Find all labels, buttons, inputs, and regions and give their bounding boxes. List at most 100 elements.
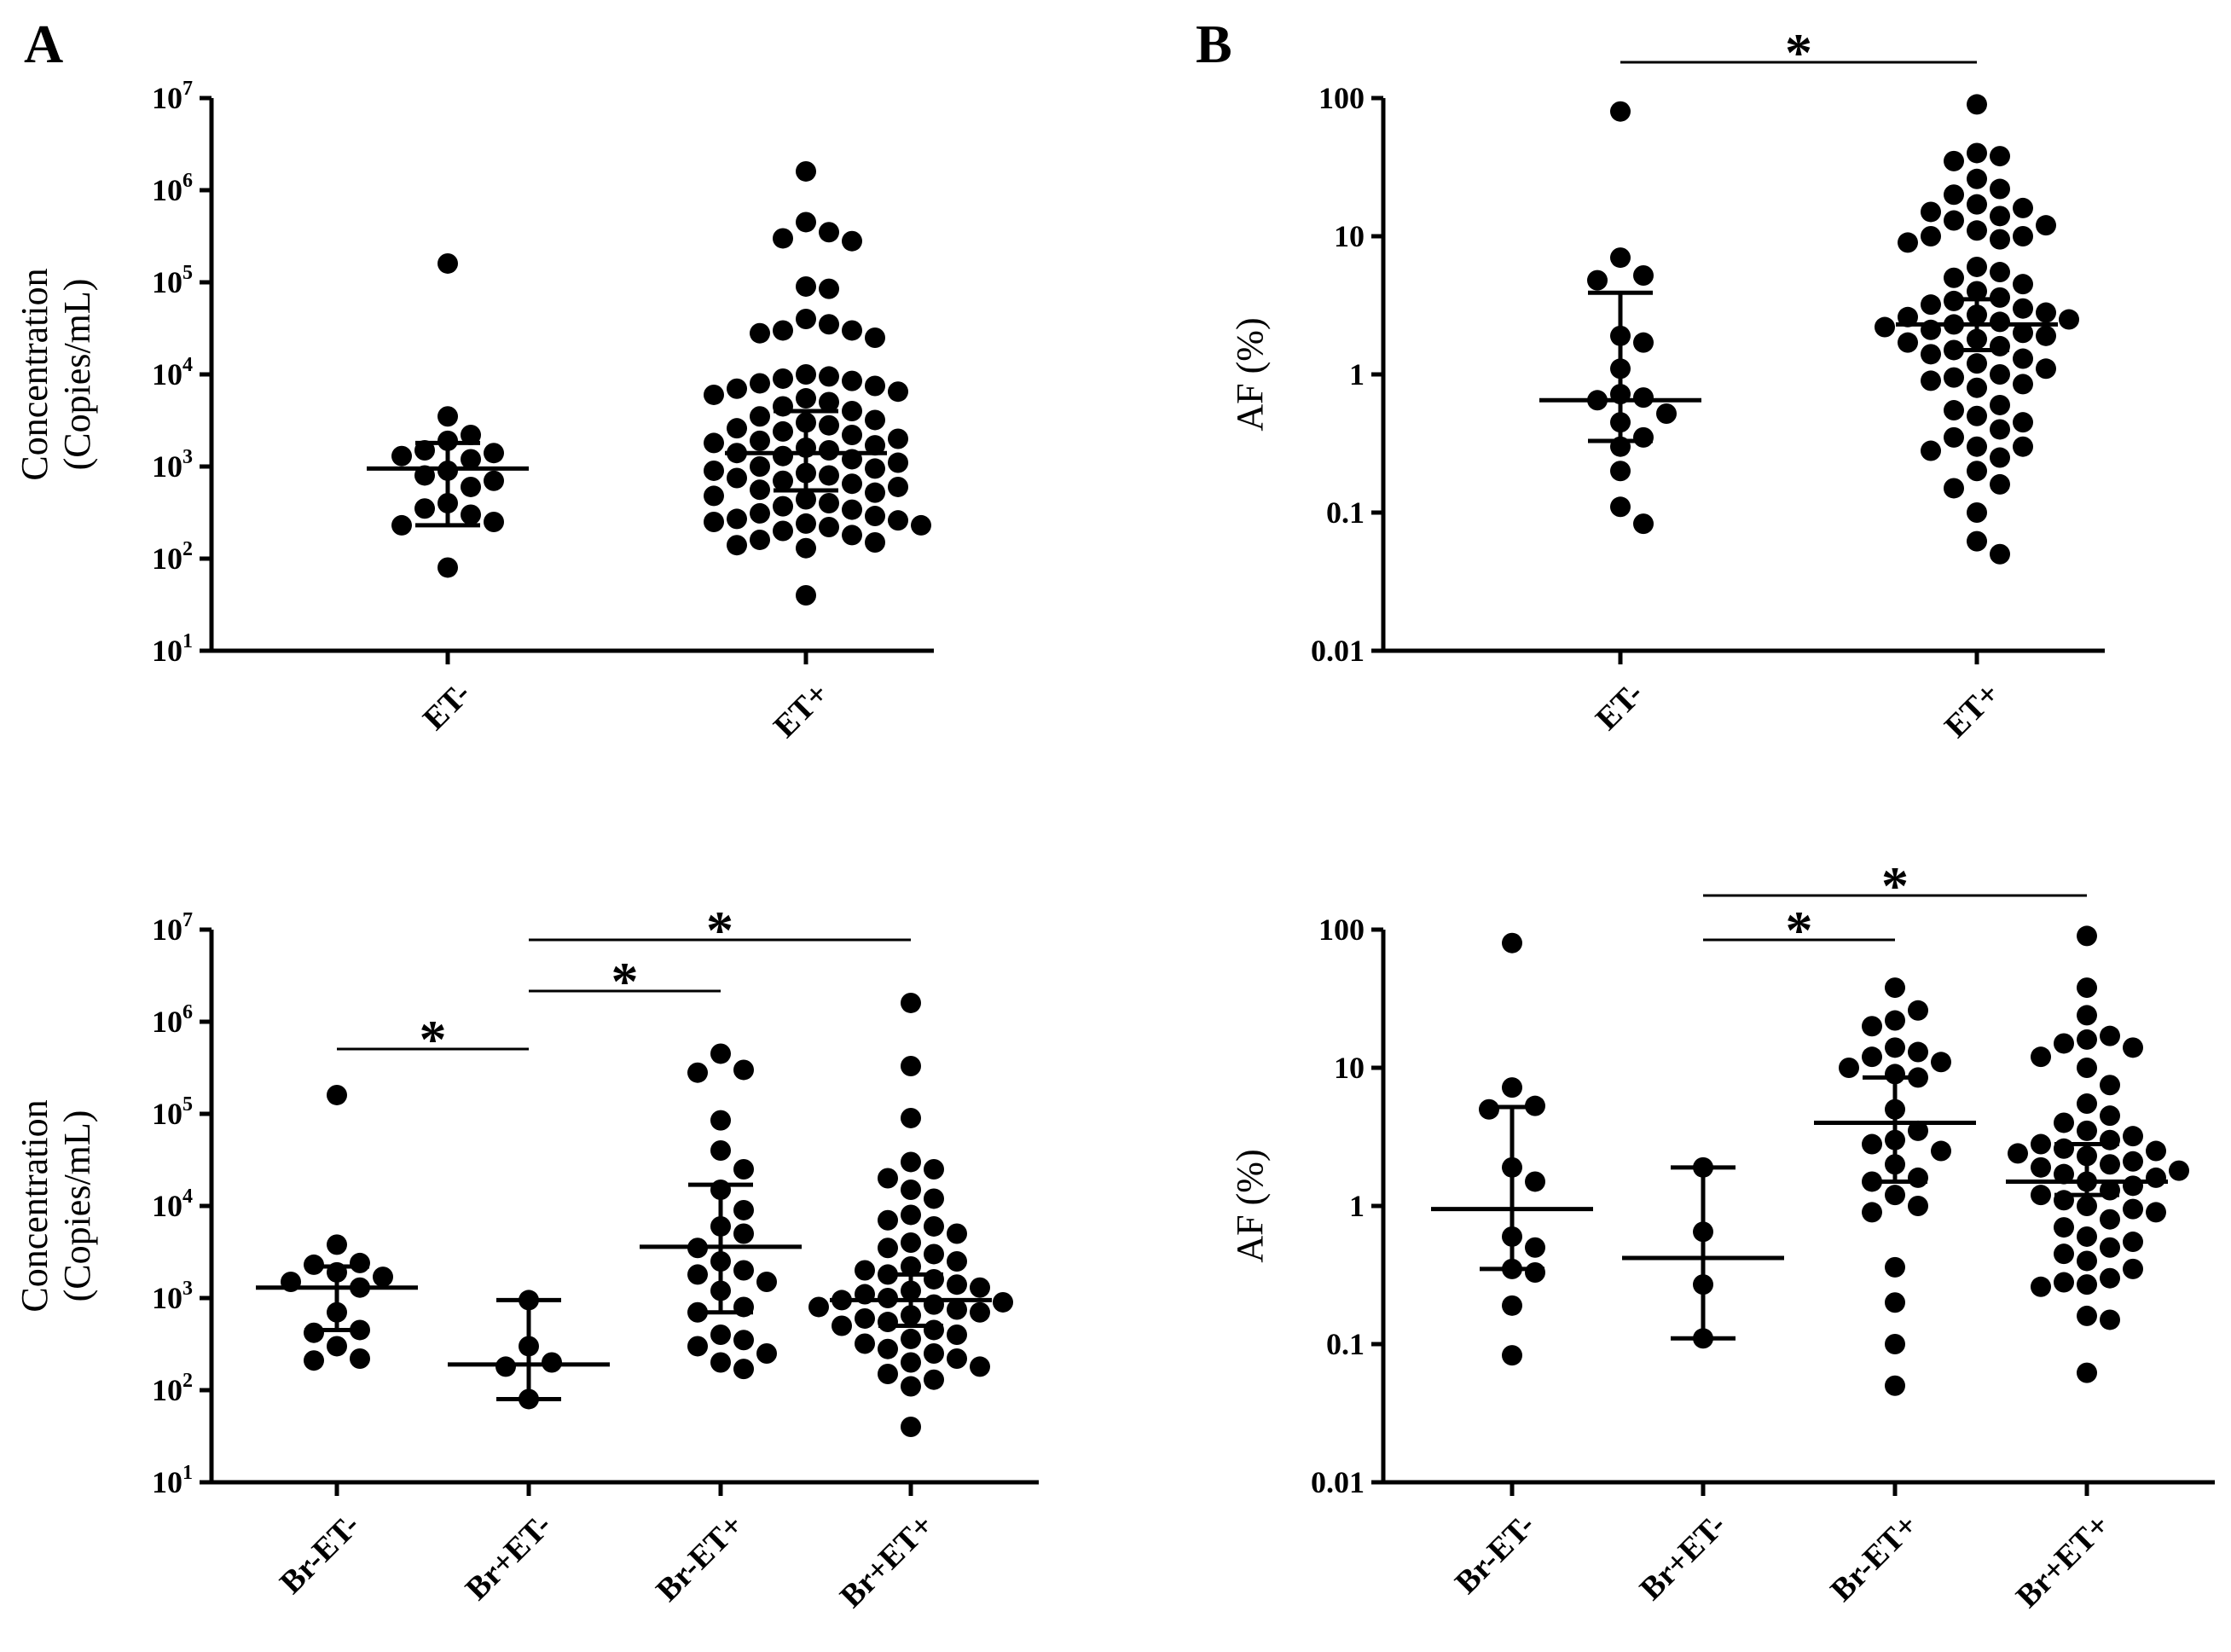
- data-point: [2100, 1075, 2120, 1096]
- data-point: [1502, 932, 1522, 954]
- y-axis-title: Concentration: [14, 268, 55, 480]
- data-point: [796, 364, 816, 385]
- data-point: [733, 1260, 754, 1281]
- data-point: [750, 456, 770, 477]
- data-point: [2077, 1058, 2097, 1078]
- y-tick-label: 104: [152, 354, 193, 391]
- data-point: [1921, 226, 1941, 246]
- y-tick-label: 106: [152, 170, 193, 207]
- data-point: [2013, 348, 2033, 369]
- data-point: [1839, 1058, 1859, 1078]
- x-tick-label: ET-: [1589, 675, 1650, 737]
- x-tick-label: Br+ET+: [833, 1507, 941, 1614]
- data-point: [1862, 1016, 1882, 1037]
- data-point: [773, 420, 793, 442]
- data-point: [733, 1223, 754, 1244]
- data-point: [924, 1319, 944, 1341]
- data-point: [947, 1251, 967, 1272]
- data-point: [1885, 977, 1905, 999]
- data-point: [901, 1256, 921, 1278]
- data-point: [750, 479, 770, 501]
- data-point: [704, 432, 724, 454]
- data-point: [888, 476, 908, 497]
- chart-bottom-left: 101 102 103 104 105 106 107 Concentration (Copie…: [14, 900, 1039, 1614]
- data-point: [2013, 226, 2033, 246]
- data-point: [901, 1352, 921, 1373]
- data-point: [970, 1356, 990, 1377]
- data-point: [2031, 1185, 2051, 1206]
- y-tick-label: 10: [1334, 219, 1365, 253]
- data-point: [1967, 502, 1987, 523]
- data-point: [796, 513, 816, 534]
- data-point: [1898, 306, 1918, 328]
- data-point: [878, 1168, 898, 1189]
- data-point: [1967, 142, 1987, 164]
- data-point: [901, 1107, 921, 1128]
- data-point: [495, 1356, 516, 1377]
- data-point: [710, 1043, 731, 1064]
- data-point: [1990, 473, 2010, 495]
- data-point: [2059, 309, 2079, 330]
- data-point: [819, 314, 839, 335]
- data-point: [1525, 1171, 1545, 1192]
- data-point: [947, 1299, 967, 1320]
- data-point: [733, 1059, 754, 1081]
- x-tick-label: Br-ET+: [649, 1507, 750, 1609]
- data-point: [808, 1296, 829, 1318]
- y-tick-label: 102: [152, 538, 193, 576]
- x-tick-label: Br-ET-: [273, 1507, 367, 1601]
- panel-label-a: A: [24, 14, 64, 74]
- data-point: [1633, 332, 1654, 353]
- significance-star: *: [1881, 855, 1909, 916]
- data-point: [1967, 436, 1987, 457]
- data-point: [901, 1204, 921, 1226]
- data-point: [438, 406, 458, 427]
- data-point: [924, 1268, 944, 1290]
- data-point: [2100, 1129, 2120, 1151]
- data-point: [911, 514, 931, 536]
- y-tick-label: 102: [152, 1370, 193, 1407]
- data-point: [842, 370, 862, 391]
- y-tick-label: 101: [152, 1462, 193, 1499]
- data-point: [414, 439, 435, 461]
- data-point: [2031, 1046, 2051, 1068]
- data-point: [2100, 1025, 2120, 1046]
- data-point: [2100, 1267, 2120, 1289]
- data-point: [484, 512, 504, 533]
- data-point: [2031, 1156, 2051, 1178]
- data-point: [901, 992, 921, 1013]
- data-point: [704, 460, 724, 481]
- data-point: [1944, 267, 1964, 288]
- data-point: [901, 1328, 921, 1349]
- data-point: [1862, 1133, 1882, 1155]
- data-point: [733, 1159, 754, 1180]
- x-tick-label: ET+: [767, 675, 836, 745]
- data-point: [970, 1277, 990, 1298]
- data-point: [924, 1188, 944, 1209]
- data-point: [1898, 332, 1918, 353]
- data-point: [710, 1324, 731, 1345]
- data-point: [773, 320, 793, 341]
- data-point: [819, 366, 839, 387]
- y-axis-subtitle: (Copies/mL): [56, 279, 98, 471]
- data-point: [710, 1139, 731, 1161]
- data-point: [2036, 215, 2056, 236]
- data-point: [2077, 1274, 2097, 1296]
- data-point: [993, 1291, 1013, 1313]
- data-point: [773, 520, 793, 542]
- data-point: [1862, 1046, 1882, 1068]
- data-point: [461, 425, 481, 446]
- data-point: [2054, 1217, 2074, 1238]
- data-point: [773, 496, 793, 517]
- data-point: [901, 1056, 921, 1077]
- y-tick-label: 1: [1349, 357, 1365, 391]
- data-point: [773, 470, 793, 491]
- data-point: [924, 1159, 944, 1180]
- data-point: [1990, 146, 2010, 167]
- data-point: [842, 525, 862, 546]
- data-point: [710, 1110, 731, 1131]
- data-point: [1921, 370, 1941, 391]
- data-point: [1967, 405, 1987, 426]
- data-point: [2036, 325, 2056, 346]
- data-point: [2013, 412, 2033, 433]
